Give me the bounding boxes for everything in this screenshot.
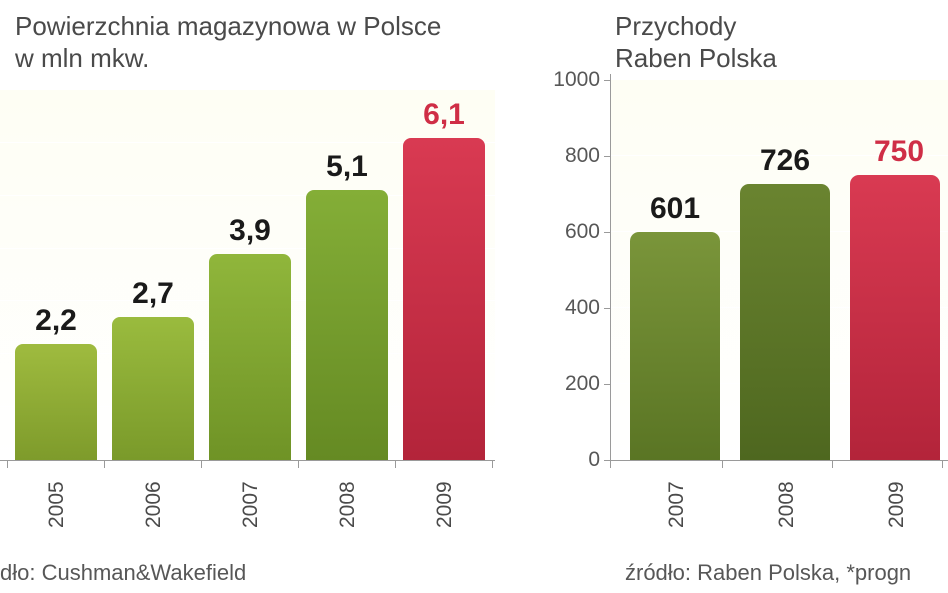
chart2-ytick-600: 600: [545, 220, 600, 244]
chart2-ytick-1000: 1000: [545, 68, 600, 92]
chart1-xtick: [201, 460, 202, 468]
chart2-bar-2007: [630, 232, 720, 460]
chart1-xaxis: [0, 460, 495, 461]
chart2-title-line1: Przychody: [615, 11, 736, 41]
chart2-ytick-800: 800: [545, 144, 600, 168]
chart1-xlabel-2006: 2006: [142, 481, 166, 528]
chart2-bar-label-2008: 726: [740, 144, 830, 178]
chart1-bar-label-2005: 2,2: [15, 304, 97, 338]
chart2-bar-2008: [740, 184, 830, 460]
charts-container: Powierzchnia magazynowa w Polsce w mln m…: [0, 0, 948, 593]
chart2-title-line2: Raben Polska: [615, 43, 777, 73]
chart1-bar-2005: [15, 344, 97, 460]
chart2-plot: 601 726 750: [610, 80, 948, 460]
chart-warehouse-space: Powierzchnia magazynowa w Polsce w mln m…: [0, 0, 510, 593]
chart1-title: Powierzchnia magazynowa w Polsce w mln m…: [15, 10, 441, 74]
chart2-ytickmark: [604, 384, 610, 385]
chart2-xlabel-2009: 2009: [885, 481, 909, 528]
chart2-ytickmark: [604, 232, 610, 233]
chart1-xtick: [395, 460, 396, 468]
chart-revenue-raben: Przychody Raben Polska w mln zł 1000 800…: [510, 0, 948, 593]
chart2-bar-label-2009: 750: [850, 135, 948, 169]
chart1-bar-2008: [306, 190, 388, 460]
chart1-xlabel-2005: 2005: [45, 481, 69, 528]
chart2-bar-2009: [850, 175, 940, 460]
chart1-xlabel-2008: 2008: [336, 481, 360, 528]
chart2-grid: [610, 79, 948, 80]
chart2-bar-label-2007: 601: [630, 192, 720, 226]
chart2-ytickmark: [604, 156, 610, 157]
chart2-source: źródło: Raben Polska, *progn: [625, 560, 911, 586]
chart1-xtick: [298, 460, 299, 468]
chart1-xtick: [7, 460, 8, 468]
chart1-xlabel-2009: 2009: [433, 481, 457, 528]
chart2-ytick-400: 400: [545, 296, 600, 320]
chart1-source: dło: Cushman&Wakefield: [0, 560, 246, 586]
chart1-bar-label-2007: 3,9: [209, 214, 291, 248]
chart1-bar-2006: [112, 317, 194, 460]
chart1-bar-label-2009: 6,1: [403, 98, 485, 132]
chart1-bar-2007: [209, 254, 291, 460]
chart2-yaxis: [610, 74, 611, 468]
chart2-xtick: [610, 460, 611, 468]
chart1-plot: 2,2 2,7 3,9 5,1 6,1: [0, 90, 495, 460]
chart1-title-line1: Powierzchnia magazynowa w Polsce: [15, 11, 441, 41]
chart2-xtick: [832, 460, 833, 468]
chart2-ytick-200: 200: [545, 372, 600, 396]
chart2-xlabel-2007: 2007: [665, 481, 689, 528]
chart1-bar-2009: [403, 138, 485, 460]
chart2-ytickmark: [604, 308, 610, 309]
chart2-xtick: [942, 460, 943, 468]
chart2-xlabel-2008: 2008: [775, 481, 799, 528]
chart1-xtick: [104, 460, 105, 468]
chart2-ytickmark: [604, 80, 610, 81]
chart1-xtick: [492, 460, 493, 468]
chart1-bar-label-2008: 5,1: [306, 150, 388, 184]
chart2-xtick: [722, 460, 723, 468]
chart1-xlabel-2007: 2007: [239, 481, 263, 528]
chart1-bar-label-2006: 2,7: [112, 277, 194, 311]
chart2-ytick-0: 0: [545, 448, 600, 472]
chart1-title-line2: w mln mkw.: [15, 43, 149, 73]
chart2-xaxis: [610, 460, 948, 461]
